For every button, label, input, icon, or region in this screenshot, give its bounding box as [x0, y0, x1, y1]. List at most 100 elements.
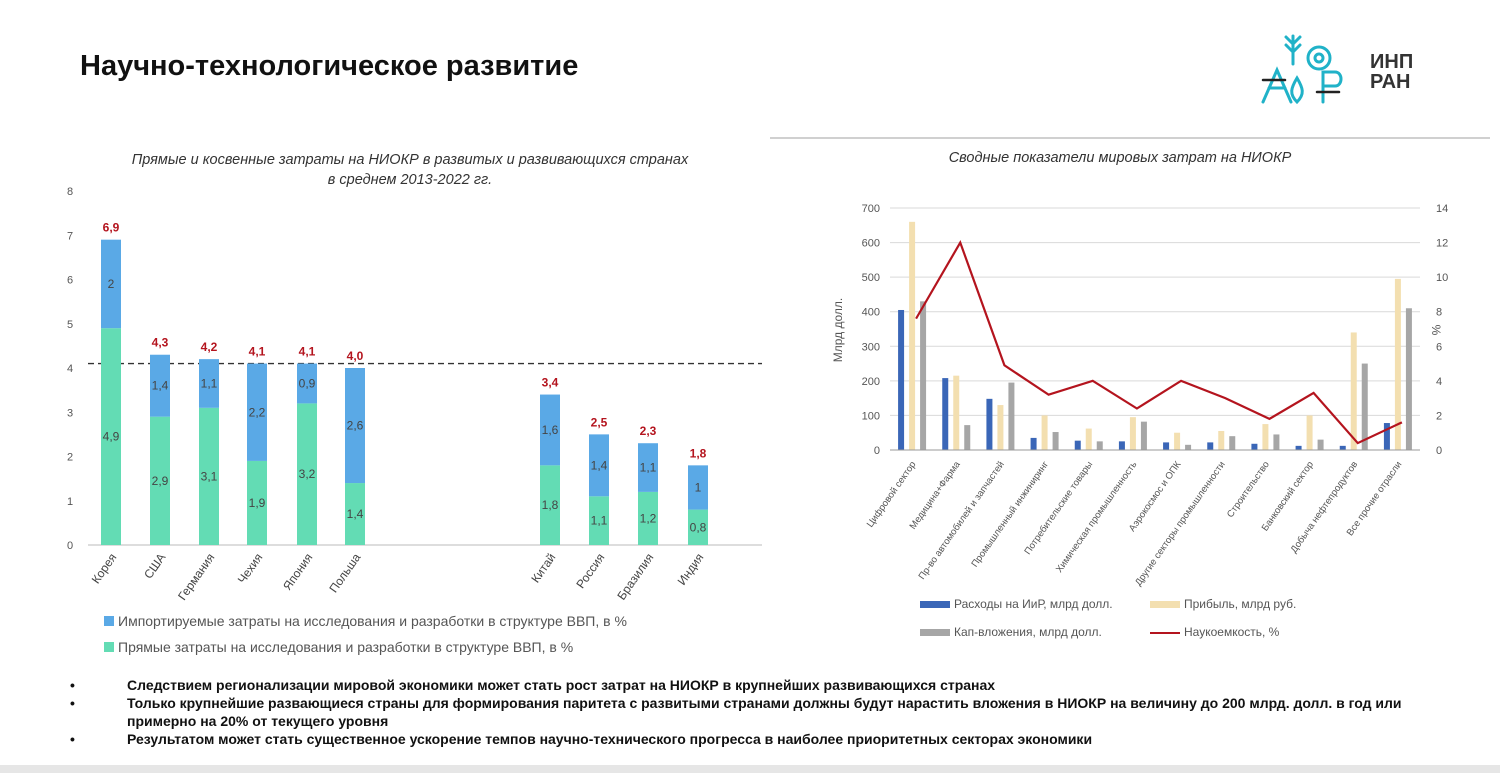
bullet-text: Следствием регионализации мировой эконом… — [127, 677, 996, 693]
inp-ran-logo — [1261, 34, 1343, 105]
bar-capex — [1405, 308, 1412, 450]
legend-intensity: Наукоемкость, % — [1150, 625, 1279, 639]
legend-direct-label: Прямые затраты на исследования и разрабо… — [118, 639, 574, 655]
legend-imported-swatch — [104, 616, 114, 626]
bullet-text: Результатом может стать существенное уск… — [127, 731, 1093, 747]
legend-spend-swatch — [920, 601, 950, 609]
y-tick-label: 400 — [862, 307, 880, 319]
bar-total-label: 3,4 — [542, 376, 559, 390]
bar-capex — [1140, 421, 1147, 450]
y2-tick-label: 12 — [1436, 238, 1448, 250]
bar-imported — [345, 368, 365, 484]
bar-imported-label: 1,1 — [640, 461, 657, 475]
bar-direct-label: 3,2 — [299, 467, 316, 481]
bar-total-label: 4,2 — [201, 340, 218, 354]
bullet-dot: • — [70, 677, 75, 693]
y2-tick-label: 10 — [1436, 272, 1448, 284]
chart1-title-line2: в среднем 2013-2022 гг. — [327, 172, 493, 188]
chart1-legend: Импортируемые затраты на исследования и … — [104, 608, 627, 660]
bar-direct — [589, 496, 609, 545]
bar-total-label: 4,3 — [152, 336, 169, 350]
bar-profit — [909, 221, 916, 450]
chart1-title-line1: Прямые и косвенные затраты на НИОКР в ра… — [131, 152, 689, 168]
bar-imported — [247, 363, 267, 461]
bar-total-label: 2,5 — [591, 415, 608, 429]
y-tick-label: 600 — [862, 238, 880, 250]
bar-capex — [1317, 439, 1324, 450]
logo-text-line2: РАН — [1370, 71, 1411, 93]
bar-profit — [997, 405, 1004, 450]
chart1-title: Прямые и косвенные затраты на НИОКР в ра… — [60, 150, 760, 190]
bullet-list: • Следствием регионализации мировой эконо… — [70, 676, 1470, 748]
y2-tick-label: 2 — [1436, 410, 1442, 422]
logo-text-line1: ИНП — [1370, 51, 1414, 73]
y2-tick-label: 4 — [1436, 376, 1442, 388]
y2-axis-label: % — [1429, 325, 1443, 336]
bar-direct — [199, 407, 219, 545]
bar-total-label: 1,8 — [690, 446, 707, 460]
bar-imported-label: 1,4 — [591, 458, 608, 472]
bar-capex — [1229, 436, 1236, 450]
legend-profit: Прибыль, млрд руб. — [1150, 597, 1296, 611]
legend-capex-label: Кап-вложения, млрд долл. — [954, 625, 1102, 639]
bar-direct-label: 0,8 — [690, 520, 707, 534]
bar-direct — [540, 465, 560, 545]
bar-spend — [1251, 443, 1258, 450]
bar-total-label: 6,9 — [103, 221, 120, 235]
bar-imported — [589, 434, 609, 497]
bar-direct — [345, 483, 365, 545]
bullet-dot: • — [70, 695, 75, 711]
bar-capex — [964, 425, 971, 450]
bar-imported-label: 2,2 — [249, 405, 266, 419]
bar-spend — [1118, 441, 1125, 450]
bar-spend — [1383, 423, 1390, 450]
bar-direct-label: 1,1 — [591, 514, 608, 528]
bar-capex — [1361, 363, 1368, 450]
y-tick-label: 8 — [67, 186, 73, 198]
x-category-label: Химическая промышленность — [1054, 459, 1139, 574]
bar-direct-label: 1,9 — [249, 496, 266, 510]
bar-capex — [1273, 434, 1280, 450]
bar-direct — [247, 460, 267, 545]
bar-capex — [1185, 444, 1192, 450]
bar-profit — [1129, 417, 1136, 450]
y-tick-label: 700 — [862, 203, 880, 215]
x-category-label: Другие секторы промышленности — [1133, 459, 1228, 588]
y-tick-label: 500 — [862, 272, 880, 284]
y-tick-label: 5 — [67, 319, 73, 331]
y-tick-label: 3 — [67, 407, 73, 419]
x-category-label: Пр-во автомобилей и запчастей — [917, 459, 1007, 581]
legend-capex-swatch — [920, 629, 950, 637]
bar-direct — [101, 328, 121, 545]
bar-spend — [986, 398, 993, 450]
y-tick-label: 6 — [67, 275, 73, 287]
y-tick-label: 2 — [67, 452, 73, 464]
y2-tick-label: 14 — [1436, 203, 1448, 215]
bar-profit — [1218, 430, 1225, 450]
bar-direct — [150, 416, 170, 545]
legend-capex: Кап-вложения, млрд долл. — [920, 625, 1102, 639]
y2-tick-label: 6 — [1436, 341, 1442, 353]
legend-intensity-swatch — [1150, 631, 1180, 634]
bar-profit — [1394, 278, 1401, 450]
bar-direct-label: 3,1 — [201, 469, 218, 483]
legend-spend: Расходы на ИиР, млрд долл. — [920, 597, 1113, 611]
page-title: Научно-технологическое развитие — [80, 50, 579, 82]
y-axis-label: Млрд долл. — [831, 298, 845, 362]
bottom-bar — [0, 765, 1500, 773]
bar-spend — [942, 378, 949, 450]
bar-spend — [1074, 440, 1081, 450]
bar-profit — [1085, 428, 1092, 450]
y-tick-label: 4 — [67, 363, 73, 375]
bullet-dot: • — [70, 731, 75, 747]
bar-direct-label: 2,9 — [152, 474, 169, 488]
bar-direct — [638, 491, 658, 545]
bar-direct — [297, 403, 317, 545]
bullet-text: Только крупнейшие развающиеся страны для… — [127, 695, 1402, 729]
legend-spend-label: Расходы на ИиР, млрд долл. — [954, 597, 1113, 611]
bar-spend — [1339, 445, 1346, 450]
bar-profit — [1306, 415, 1313, 450]
bar-imported — [540, 394, 560, 466]
